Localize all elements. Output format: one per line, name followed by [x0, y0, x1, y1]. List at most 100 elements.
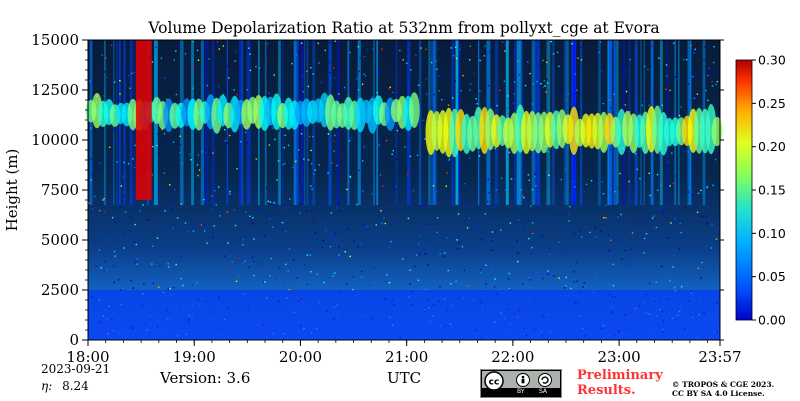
noise-pixel: [437, 217, 439, 219]
noise-pixel: [281, 222, 284, 224]
y-tick-label: 0: [69, 331, 79, 349]
eta-symbol: η:: [41, 379, 53, 393]
noise-pixel: [385, 139, 388, 142]
noise-pixel: [212, 152, 214, 154]
noise-pixel: [669, 185, 671, 187]
noise-pixel: [532, 83, 534, 85]
noise-pixel: [331, 162, 333, 164]
noise-pixel: [249, 215, 251, 217]
noise-pixel: [447, 269, 449, 272]
noise-pixel: [457, 213, 460, 215]
noise-pixel: [495, 103, 497, 105]
noise-pixel: [707, 73, 709, 75]
noise-pixel: [240, 48, 242, 51]
noise-pixel: [253, 274, 255, 277]
noise-pixel: [541, 235, 543, 237]
noise-pixel: [245, 256, 247, 258]
noise-pixel: [651, 217, 654, 219]
noise-pixel: [530, 205, 532, 207]
noise-pixel: [418, 243, 420, 245]
noise-pixel: [567, 93, 570, 95]
noise-pixel: [439, 73, 441, 75]
noise-pixel: [475, 98, 477, 100]
noise-pixel: [186, 230, 189, 233]
noise-pixel: [224, 255, 226, 257]
noise-pixel: [576, 261, 578, 264]
noise-pixel: [204, 224, 206, 226]
noise-pixel: [466, 227, 469, 229]
noise-pixel: [700, 277, 702, 279]
noise-pixel: [269, 125, 272, 127]
noise-pixel: [418, 45, 420, 47]
noise-pixel: [715, 158, 717, 161]
noise-pixel: [273, 202, 275, 204]
noise-pixel: [386, 275, 389, 277]
noise-pixel: [209, 43, 211, 46]
noise-pixel: [160, 57, 163, 59]
noise-pixel: [404, 80, 406, 82]
noise-pixel: [114, 255, 116, 257]
noise-pixel: [531, 246, 533, 249]
noise-pixel: [158, 286, 160, 288]
noise-pixel: [222, 45, 225, 47]
noise-pixel: [191, 63, 193, 65]
noise-pixel: [576, 163, 578, 165]
noise-pixel: [163, 172, 166, 174]
noise-pixel: [594, 226, 596, 228]
noise-pixel: [613, 93, 615, 96]
noise-pixel: [603, 217, 605, 219]
noise-pixel: [461, 246, 464, 248]
noise-pixel: [256, 76, 258, 78]
noise-pixel: [520, 189, 522, 191]
noise-pixel: [439, 286, 441, 288]
noise-pixel: [161, 128, 163, 131]
noise-pixel: [233, 64, 236, 67]
noise-pixel: [371, 193, 373, 195]
noise-pixel: [169, 184, 171, 186]
noise-pixel: [325, 229, 327, 232]
noise-pixel: [410, 69, 412, 71]
noise-pixel: [394, 157, 396, 159]
noise-pixel: [436, 190, 438, 193]
noise-pixel: [573, 271, 575, 273]
noise-pixel: [576, 89, 578, 91]
noise-pixel: [245, 153, 248, 155]
noise-pixel: [334, 233, 337, 235]
noise-pixel: [513, 178, 516, 181]
noise-pixel: [340, 75, 343, 77]
noise-pixel: [251, 222, 254, 225]
noise-pixel: [547, 270, 549, 272]
noise-pixel: [334, 40, 337, 42]
noise-pixel: [568, 220, 570, 222]
noise-pixel: [103, 95, 105, 97]
noise-pixel: [333, 150, 335, 152]
noise-pixel: [647, 68, 649, 71]
noise-pixel: [221, 60, 223, 62]
noise-pixel: [524, 84, 527, 87]
noise-pixel: [432, 250, 434, 253]
noise-pixel: [535, 271, 537, 273]
noise-pixel: [185, 55, 187, 57]
noise-pixel: [381, 148, 383, 150]
noise-pixel: [485, 264, 487, 266]
noise-pixel: [360, 276, 363, 278]
noise-pixel: [215, 204, 217, 206]
noise-pixel: [322, 239, 324, 242]
noise-pixel: [322, 204, 324, 206]
noise-pixel: [283, 220, 285, 223]
noise-pixel: [608, 250, 610, 252]
noise-pixel: [421, 288, 423, 291]
noise-pixel: [325, 68, 327, 70]
noise-pixel: [156, 144, 158, 147]
noise-pixel: [338, 246, 340, 248]
noise-pixel: [508, 272, 511, 275]
noise-pixel: [201, 151, 203, 153]
noise-pixel: [686, 59, 688, 61]
noise-pixel: [420, 121, 422, 124]
noise-pixel: [214, 190, 216, 192]
noise-pixel: [336, 164, 338, 167]
noise-pixel: [470, 83, 472, 85]
noise-pixel: [520, 212, 523, 214]
noise-pixel: [357, 89, 360, 91]
noise-pixel: [205, 152, 207, 154]
